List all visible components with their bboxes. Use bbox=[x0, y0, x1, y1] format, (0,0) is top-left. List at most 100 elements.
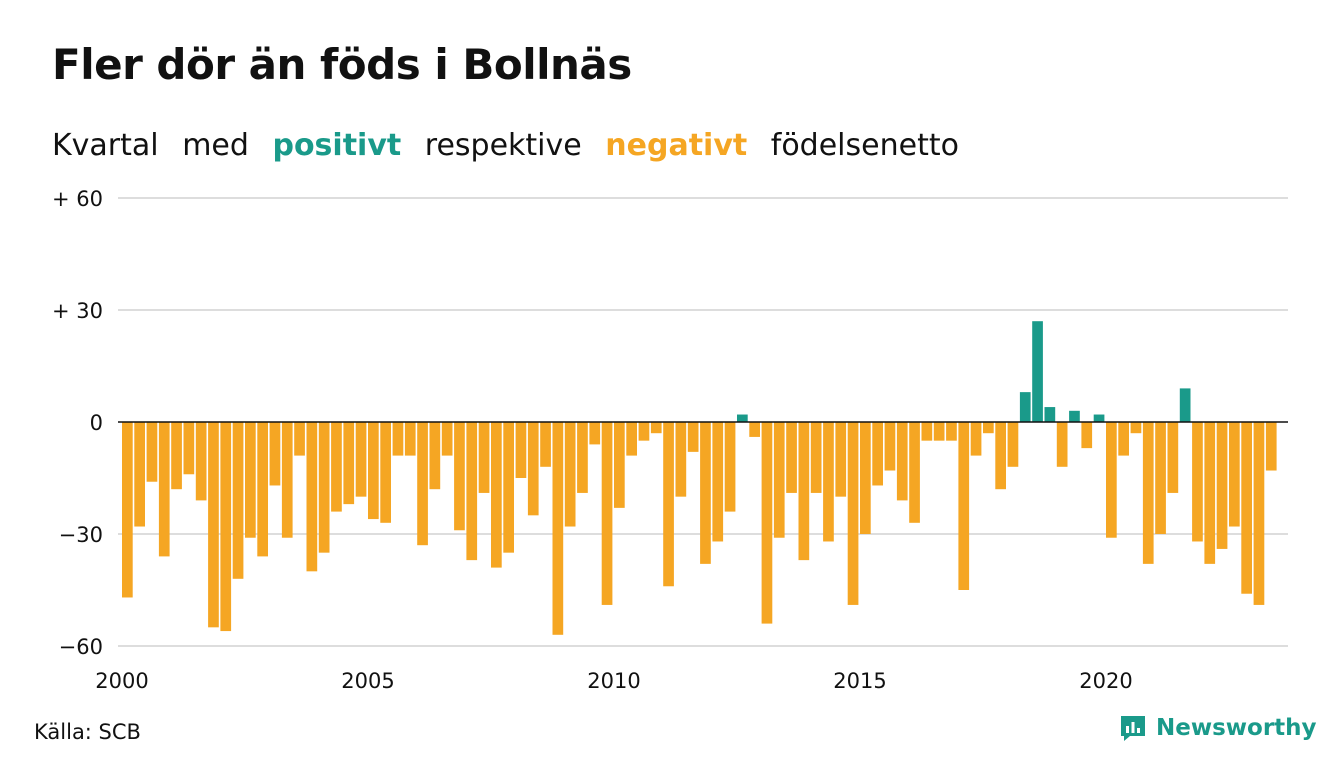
bar bbox=[810, 422, 822, 493]
bar bbox=[675, 422, 687, 497]
bar bbox=[958, 422, 970, 590]
bar bbox=[318, 422, 330, 553]
bar bbox=[146, 422, 158, 482]
bar bbox=[1155, 422, 1166, 534]
bar bbox=[1081, 422, 1093, 449]
bar bbox=[392, 422, 404, 456]
bar bbox=[712, 422, 724, 542]
bar bbox=[663, 422, 674, 587]
bar bbox=[687, 422, 699, 452]
bar bbox=[1069, 410, 1080, 422]
bar bbox=[577, 422, 588, 493]
bar bbox=[884, 422, 896, 471]
bar bbox=[257, 422, 268, 557]
bar bbox=[478, 422, 490, 493]
bar bbox=[294, 422, 305, 456]
chart-subtitle: Kvartal med positivt respektive negativt… bbox=[52, 128, 973, 163]
newsworthy-brand: Newsworthy bbox=[1118, 713, 1317, 743]
x-tick-label: 2005 bbox=[341, 669, 394, 693]
bar bbox=[503, 422, 514, 553]
subtitle-text-med: med bbox=[182, 128, 249, 163]
bar bbox=[122, 422, 133, 598]
bar bbox=[921, 422, 933, 441]
bar bbox=[626, 422, 637, 456]
bar bbox=[466, 422, 478, 561]
bar bbox=[515, 422, 527, 478]
bar bbox=[1142, 422, 1154, 564]
bar bbox=[1229, 422, 1240, 527]
subtitle-text-fodelsenetto: födelsenetto bbox=[770, 128, 959, 163]
bar bbox=[933, 422, 945, 441]
bar bbox=[1192, 422, 1203, 542]
bar bbox=[995, 422, 1006, 490]
bar bbox=[540, 422, 551, 467]
bar bbox=[208, 422, 219, 628]
bar bbox=[1044, 407, 1056, 422]
bar bbox=[1007, 422, 1019, 467]
bar bbox=[970, 422, 982, 456]
bar bbox=[1167, 422, 1179, 493]
bar bbox=[749, 422, 760, 437]
bar bbox=[700, 422, 711, 564]
bar bbox=[773, 422, 785, 538]
bar bbox=[380, 422, 391, 523]
bar bbox=[527, 422, 539, 516]
y-tick-label: + 30 bbox=[52, 299, 103, 323]
bar bbox=[552, 422, 564, 635]
subtitle-text-respektive: respektive bbox=[424, 128, 582, 163]
newsworthy-logo-icon bbox=[1121, 716, 1145, 741]
source-note: Källa: SCB bbox=[34, 720, 141, 744]
bar bbox=[1241, 422, 1252, 594]
bar bbox=[454, 422, 465, 531]
bar bbox=[724, 422, 736, 512]
y-tick-label: −30 bbox=[59, 523, 103, 547]
bar bbox=[158, 422, 170, 557]
bar bbox=[650, 422, 662, 434]
bar bbox=[983, 422, 994, 434]
x-tick-label: 2020 bbox=[1079, 669, 1132, 693]
subtitle-text-kvartal: Kvartal bbox=[52, 128, 159, 163]
bar bbox=[232, 422, 244, 579]
bar bbox=[171, 422, 182, 490]
x-tick-label: 2000 bbox=[95, 669, 148, 693]
subtitle-negative-label: negativt bbox=[605, 128, 748, 163]
y-tick-label: + 60 bbox=[52, 187, 103, 211]
bar bbox=[786, 422, 797, 493]
bar bbox=[1032, 321, 1043, 422]
bar bbox=[404, 422, 416, 456]
bar bbox=[355, 422, 367, 497]
bar bbox=[331, 422, 342, 512]
bar bbox=[441, 422, 453, 456]
bar bbox=[896, 422, 908, 501]
bar bbox=[134, 422, 145, 527]
bar bbox=[220, 422, 232, 632]
bar bbox=[638, 422, 650, 441]
x-tick-label: 2015 bbox=[833, 669, 886, 693]
bar bbox=[614, 422, 625, 508]
y-tick-label: −60 bbox=[59, 635, 103, 659]
bar bbox=[872, 422, 883, 486]
bar bbox=[1265, 422, 1277, 471]
bar bbox=[847, 422, 859, 605]
bar bbox=[1019, 392, 1031, 422]
bar bbox=[589, 422, 601, 445]
bar bbox=[835, 422, 847, 497]
y-tick-label: 0 bbox=[90, 411, 103, 435]
chart-title: Fler dör än föds i Bollnäs bbox=[52, 40, 632, 89]
bar bbox=[798, 422, 810, 561]
bar bbox=[601, 422, 613, 605]
bar bbox=[737, 414, 748, 422]
bar bbox=[281, 422, 293, 538]
bar bbox=[564, 422, 576, 527]
bar bbox=[946, 422, 957, 441]
bar bbox=[343, 422, 355, 505]
newsworthy-brand-name: Newsworthy bbox=[1156, 715, 1317, 741]
bar bbox=[1093, 414, 1105, 422]
bar bbox=[1204, 422, 1216, 564]
bar bbox=[417, 422, 428, 546]
bar bbox=[761, 422, 773, 624]
bar bbox=[368, 422, 379, 520]
bar bbox=[269, 422, 281, 486]
x-tick-label: 2010 bbox=[587, 669, 640, 693]
